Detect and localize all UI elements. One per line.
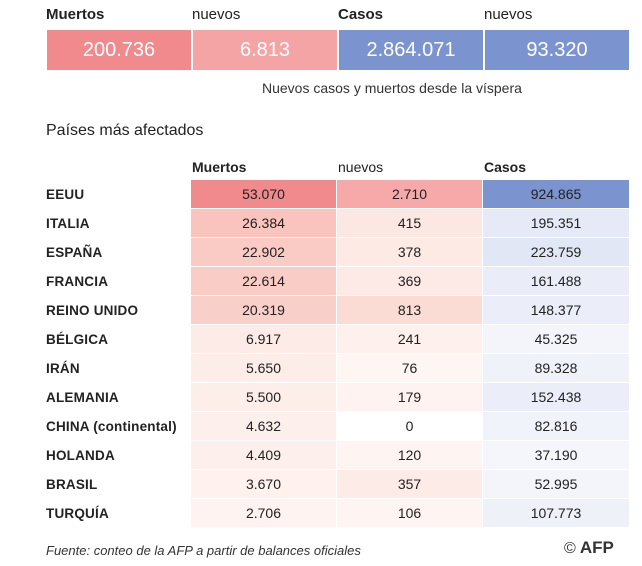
table-row: FRANCIA 22.614 369 161.488 <box>46 267 630 296</box>
afp-logo-text: AFP <box>579 538 614 557</box>
new-deaths-cell: 241 <box>337 325 483 354</box>
deaths-cell: 26.384 <box>191 209 337 238</box>
new-deaths-cell: 179 <box>337 383 483 412</box>
cases-cell: 37.190 <box>483 441 630 470</box>
country-name: REINO UNIDO <box>46 303 139 318</box>
deaths-cell: 4.632 <box>191 412 337 441</box>
table-row: REINO UNIDO 20.319 813 148.377 <box>46 296 630 325</box>
cases-cell: 161.488 <box>483 267 630 296</box>
country-name: TURQUÍA <box>46 506 109 521</box>
table-row: ALEMANIA 5.500 179 152.438 <box>46 383 630 412</box>
summary-deaths-label: Muertos <box>46 6 105 23</box>
cases-cell: 152.438 <box>483 383 630 412</box>
table-row: HOLANDA 4.409 120 37.190 <box>46 441 630 470</box>
new-deaths-cell: 2.710 <box>337 180 483 209</box>
cases-cell: 195.351 <box>483 209 630 238</box>
deaths-cell: 2.706 <box>191 499 337 528</box>
table-row: IRÁN 5.650 76 89.328 <box>46 354 630 383</box>
country-name: HOLANDA <box>46 448 115 463</box>
deaths-cell: 20.319 <box>191 296 337 325</box>
summary-deaths-new-label: nuevos <box>192 6 241 23</box>
cases-cell: 82.816 <box>483 412 630 441</box>
table-header-new: nuevos <box>338 159 384 175</box>
cases-cell: 89.328 <box>483 354 630 383</box>
cases-cell: 223.759 <box>483 238 630 267</box>
deaths-cell: 6.917 <box>191 325 337 354</box>
country-name: ESPAÑA <box>46 245 103 260</box>
cases-cell: 148.377 <box>483 296 630 325</box>
cases-cell: 107.773 <box>483 499 630 528</box>
section-title: Países más afectados <box>46 122 204 139</box>
country-name: BÉLGICA <box>46 332 109 347</box>
table-header-cases: Casos <box>484 159 527 175</box>
new-deaths-cell: 120 <box>337 441 483 470</box>
table-row: EEUU 53.070 2.710 924.865 <box>46 180 630 209</box>
table-row: BRASIL 3.670 357 52.995 <box>46 470 630 499</box>
summary-cases-new-value: 93.320 <box>484 29 630 71</box>
new-deaths-cell: 76 <box>337 354 483 383</box>
country-name: FRANCIA <box>46 274 109 289</box>
deaths-cell: 22.902 <box>191 238 337 267</box>
deaths-cell: 3.670 <box>191 470 337 499</box>
deaths-cell: 5.650 <box>191 354 337 383</box>
cases-cell: 924.865 <box>483 180 630 209</box>
new-deaths-cell: 369 <box>337 267 483 296</box>
new-deaths-cell: 357 <box>337 470 483 499</box>
deaths-cell: 4.409 <box>191 441 337 470</box>
country-name: BRASIL <box>46 477 98 492</box>
countries-table: EEUU 53.070 2.710 924.865 ITALIA 26.384 415 195… <box>46 180 630 528</box>
summary-cases-value: 2.864.071 <box>338 29 484 71</box>
table-row: CHINA (continental) 4.632 0 82.816 <box>46 412 630 441</box>
country-name: EEUU <box>46 187 85 202</box>
deaths-cell: 5.500 <box>191 383 337 412</box>
table-row: TURQUÍA 2.706 106 107.773 <box>46 499 630 528</box>
table-header-deaths: Muertos <box>192 159 247 175</box>
country-name: CHINA (continental) <box>46 419 177 434</box>
cases-cell: 45.325 <box>483 325 630 354</box>
source-note: Fuente: conteo de la AFP a partir de bal… <box>46 543 361 558</box>
table-row: BÉLGICA 6.917 241 45.325 <box>46 325 630 354</box>
summary-caption: Nuevos casos y muertos desde la víspera <box>262 80 522 96</box>
summary-cases-new-label: nuevos <box>484 6 533 23</box>
country-name: ITALIA <box>46 216 90 231</box>
cases-cell: 52.995 <box>483 470 630 499</box>
summary-deaths-value: 200.736 <box>46 29 192 71</box>
table-row: ESPAÑA 22.902 378 223.759 <box>46 238 630 267</box>
afp-logo: © AFP <box>564 538 614 558</box>
copyright-symbol: © <box>564 540 576 557</box>
deaths-cell: 22.614 <box>191 267 337 296</box>
deaths-cell: 53.070 <box>191 180 337 209</box>
summary-deaths-new-value: 6.813 <box>192 29 338 71</box>
country-name: ALEMANIA <box>46 390 119 405</box>
new-deaths-cell: 0 <box>337 412 483 441</box>
new-deaths-cell: 813 <box>337 296 483 325</box>
table-row: ITALIA 26.384 415 195.351 <box>46 209 630 238</box>
new-deaths-cell: 378 <box>337 238 483 267</box>
new-deaths-cell: 106 <box>337 499 483 528</box>
country-name: IRÁN <box>46 361 80 376</box>
new-deaths-cell: 415 <box>337 209 483 238</box>
summary-cases-label: Casos <box>338 6 384 23</box>
